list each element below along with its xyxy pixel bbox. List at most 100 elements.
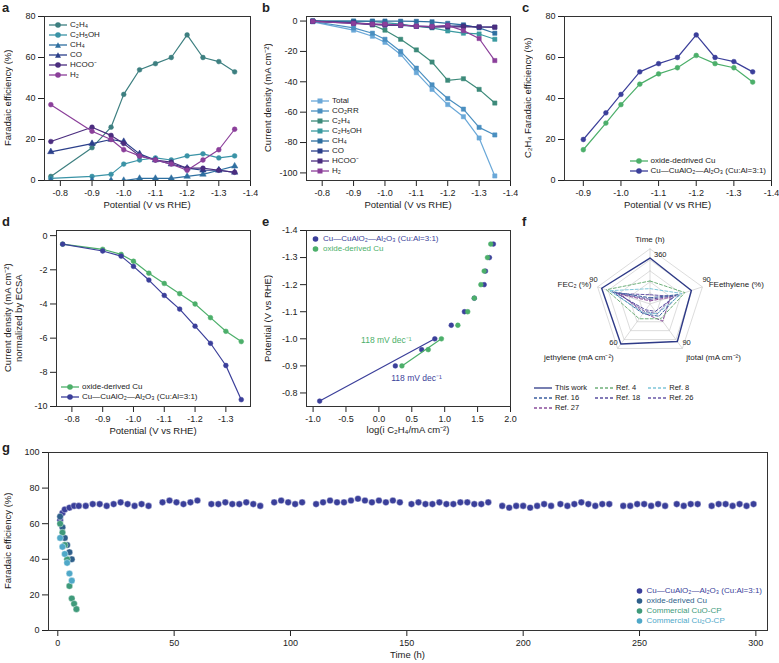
svg-text:60: 60	[29, 519, 39, 529]
svg-text:-1.2: -1.2	[187, 414, 203, 424]
svg-text:-6: -6	[39, 333, 47, 343]
svg-text:-1.0: -1.0	[126, 414, 142, 424]
svg-text:300: 300	[748, 638, 763, 648]
html-text:Current density (mA cm⁻²) norm: Current density (mA cm⁻²) normalized by …	[2, 263, 24, 373]
svg-text:0: 0	[42, 231, 47, 241]
svg-text:50: 50	[169, 638, 179, 648]
svg-text:-80: -80	[284, 137, 297, 147]
svg-text:-1.1: -1.1	[157, 414, 173, 424]
svg-text:0: 0	[55, 638, 60, 648]
html-text:Faradaic efficiency (%): Faradaic efficiency (%)	[2, 49, 13, 147]
svg-text:200: 200	[516, 638, 531, 648]
svg-text:-4: -4	[39, 299, 47, 309]
svg-text:360: 360	[654, 250, 667, 259]
svg-text:118 mV dec⁻¹: 118 mV dec⁻¹	[391, 373, 442, 383]
svg-text:100: 100	[283, 638, 298, 648]
svg-text:100: 100	[24, 447, 39, 457]
svg-text:-8: -8	[39, 367, 47, 377]
svg-text:0.5: 0.5	[406, 414, 419, 424]
svg-text:250: 250	[632, 638, 647, 648]
svg-text:-1.3: -1.3	[218, 414, 234, 424]
svg-text:-1.1: -1.1	[651, 188, 667, 198]
svg-text:150: 150	[399, 638, 414, 648]
svg-text:jtotal (mA cm⁻²): jtotal (mA cm⁻²)	[685, 352, 741, 361]
svg-text:-1.4: -1.4	[282, 225, 298, 235]
svg-text:40: 40	[29, 554, 39, 564]
svg-text:-0.5: -0.5	[338, 414, 354, 424]
html-text:Potential (V vs RHE): Potential (V vs RHE)	[623, 199, 712, 210]
svg-text:40: 40	[545, 93, 555, 103]
svg-text:-0.9: -0.9	[84, 188, 100, 198]
html-text:Potential (V vs RHE): Potential (V vs RHE)	[262, 274, 273, 362]
html-text:log(i C₂H₄/mA cm⁻²): log(i C₂H₄/mA cm⁻²)	[366, 424, 450, 435]
html-text:Potential (V vs RHE): Potential (V vs RHE)	[109, 425, 197, 436]
svg-text:-0.8: -0.8	[282, 388, 298, 398]
svg-text:-1.4: -1.4	[764, 188, 779, 198]
svg-text:90: 90	[589, 275, 597, 284]
svg-text:-20: -20	[284, 46, 297, 56]
svg-text:60: 60	[609, 338, 617, 347]
svg-text:90: 90	[702, 275, 710, 284]
svg-text:1.0: 1.0	[438, 414, 451, 424]
svg-text:-0.9: -0.9	[576, 188, 592, 198]
svg-text:-60: -60	[284, 107, 297, 117]
html-text:Faradaic efficiency (%): Faradaic efficiency (%)	[2, 492, 13, 590]
html-text:C₂H₄ Faradaic efficiency (%): C₂H₄ Faradaic efficiency (%)	[522, 37, 533, 159]
svg-text:80: 80	[545, 11, 555, 21]
svg-text:20: 20	[545, 134, 555, 144]
svg-text:-0.8: -0.8	[314, 188, 330, 198]
svg-text:0: 0	[292, 16, 297, 26]
svg-text:0: 0	[30, 175, 35, 185]
svg-text:-1.0: -1.0	[613, 188, 629, 198]
svg-text:-1.3: -1.3	[211, 188, 227, 198]
svg-text:-0.9: -0.9	[346, 188, 362, 198]
svg-text:-1.1: -1.1	[282, 307, 298, 317]
svg-text:90: 90	[682, 338, 690, 347]
svg-text:-1.2: -1.2	[179, 188, 195, 198]
svg-text:-1.2: -1.2	[282, 280, 298, 290]
svg-text:60: 60	[545, 52, 555, 62]
svg-text:-0.9: -0.9	[282, 361, 298, 371]
svg-text:FEethylene (%): FEethylene (%)	[709, 280, 764, 289]
svg-text:-1.3: -1.3	[471, 188, 487, 198]
html-text:Potential (V vs RHE): Potential (V vs RHE)	[364, 199, 452, 210]
svg-text:0: 0	[550, 175, 555, 185]
svg-text:-1.3: -1.3	[726, 188, 742, 198]
html-text:Current density (mA cm⁻²): Current density (mA cm⁻²)	[262, 43, 273, 153]
svg-text:-1.0: -1.0	[282, 334, 298, 344]
svg-text:-1.2: -1.2	[440, 188, 456, 198]
svg-text:-1.0: -1.0	[116, 188, 132, 198]
svg-text:-10: -10	[34, 401, 47, 411]
html-text:Potential (V vs RHE): Potential (V vs RHE)	[103, 199, 191, 210]
svg-text:0: 0	[34, 625, 39, 635]
svg-text:-1.0: -1.0	[377, 188, 393, 198]
svg-text:20: 20	[25, 134, 35, 144]
svg-text:0.0: 0.0	[373, 414, 386, 424]
svg-text:-1.1: -1.1	[409, 188, 425, 198]
svg-text:jethylene (mA cm⁻²): jethylene (mA cm⁻²)	[543, 352, 614, 361]
svg-text:60: 60	[25, 52, 35, 62]
svg-text:1.5: 1.5	[471, 414, 484, 424]
svg-text:-0.9: -0.9	[95, 414, 111, 424]
html-text:C₂H₄: C₂H₄	[70, 20, 88, 29]
svg-text:40: 40	[25, 93, 35, 103]
svg-text:-2: -2	[39, 265, 47, 275]
svg-text:80: 80	[29, 483, 39, 493]
svg-text:2.0: 2.0	[504, 414, 517, 424]
svg-text:-1.0: -1.0	[305, 414, 321, 424]
svg-text:-40: -40	[284, 77, 297, 87]
svg-text:-1.3: -1.3	[282, 252, 298, 262]
svg-text:80: 80	[25, 11, 35, 21]
svg-text:-1.4: -1.4	[243, 188, 258, 198]
svg-text:-0.8: -0.8	[53, 188, 69, 198]
svg-text:-1.2: -1.2	[688, 188, 704, 198]
svg-text:-100: -100	[279, 168, 297, 178]
svg-text:-1.1: -1.1	[148, 188, 164, 198]
svg-text:-0.8: -0.8	[64, 414, 80, 424]
svg-text:-1.4: -1.4	[503, 188, 518, 198]
svg-text:118 mV dec⁻¹: 118 mV dec⁻¹	[361, 335, 412, 345]
html-text:Time (h): Time (h)	[390, 649, 425, 660]
svg-text:Time (h): Time (h)	[635, 235, 665, 244]
svg-text:20: 20	[29, 590, 39, 600]
svg-text:FEC₂ (%): FEC₂ (%)	[558, 280, 592, 289]
